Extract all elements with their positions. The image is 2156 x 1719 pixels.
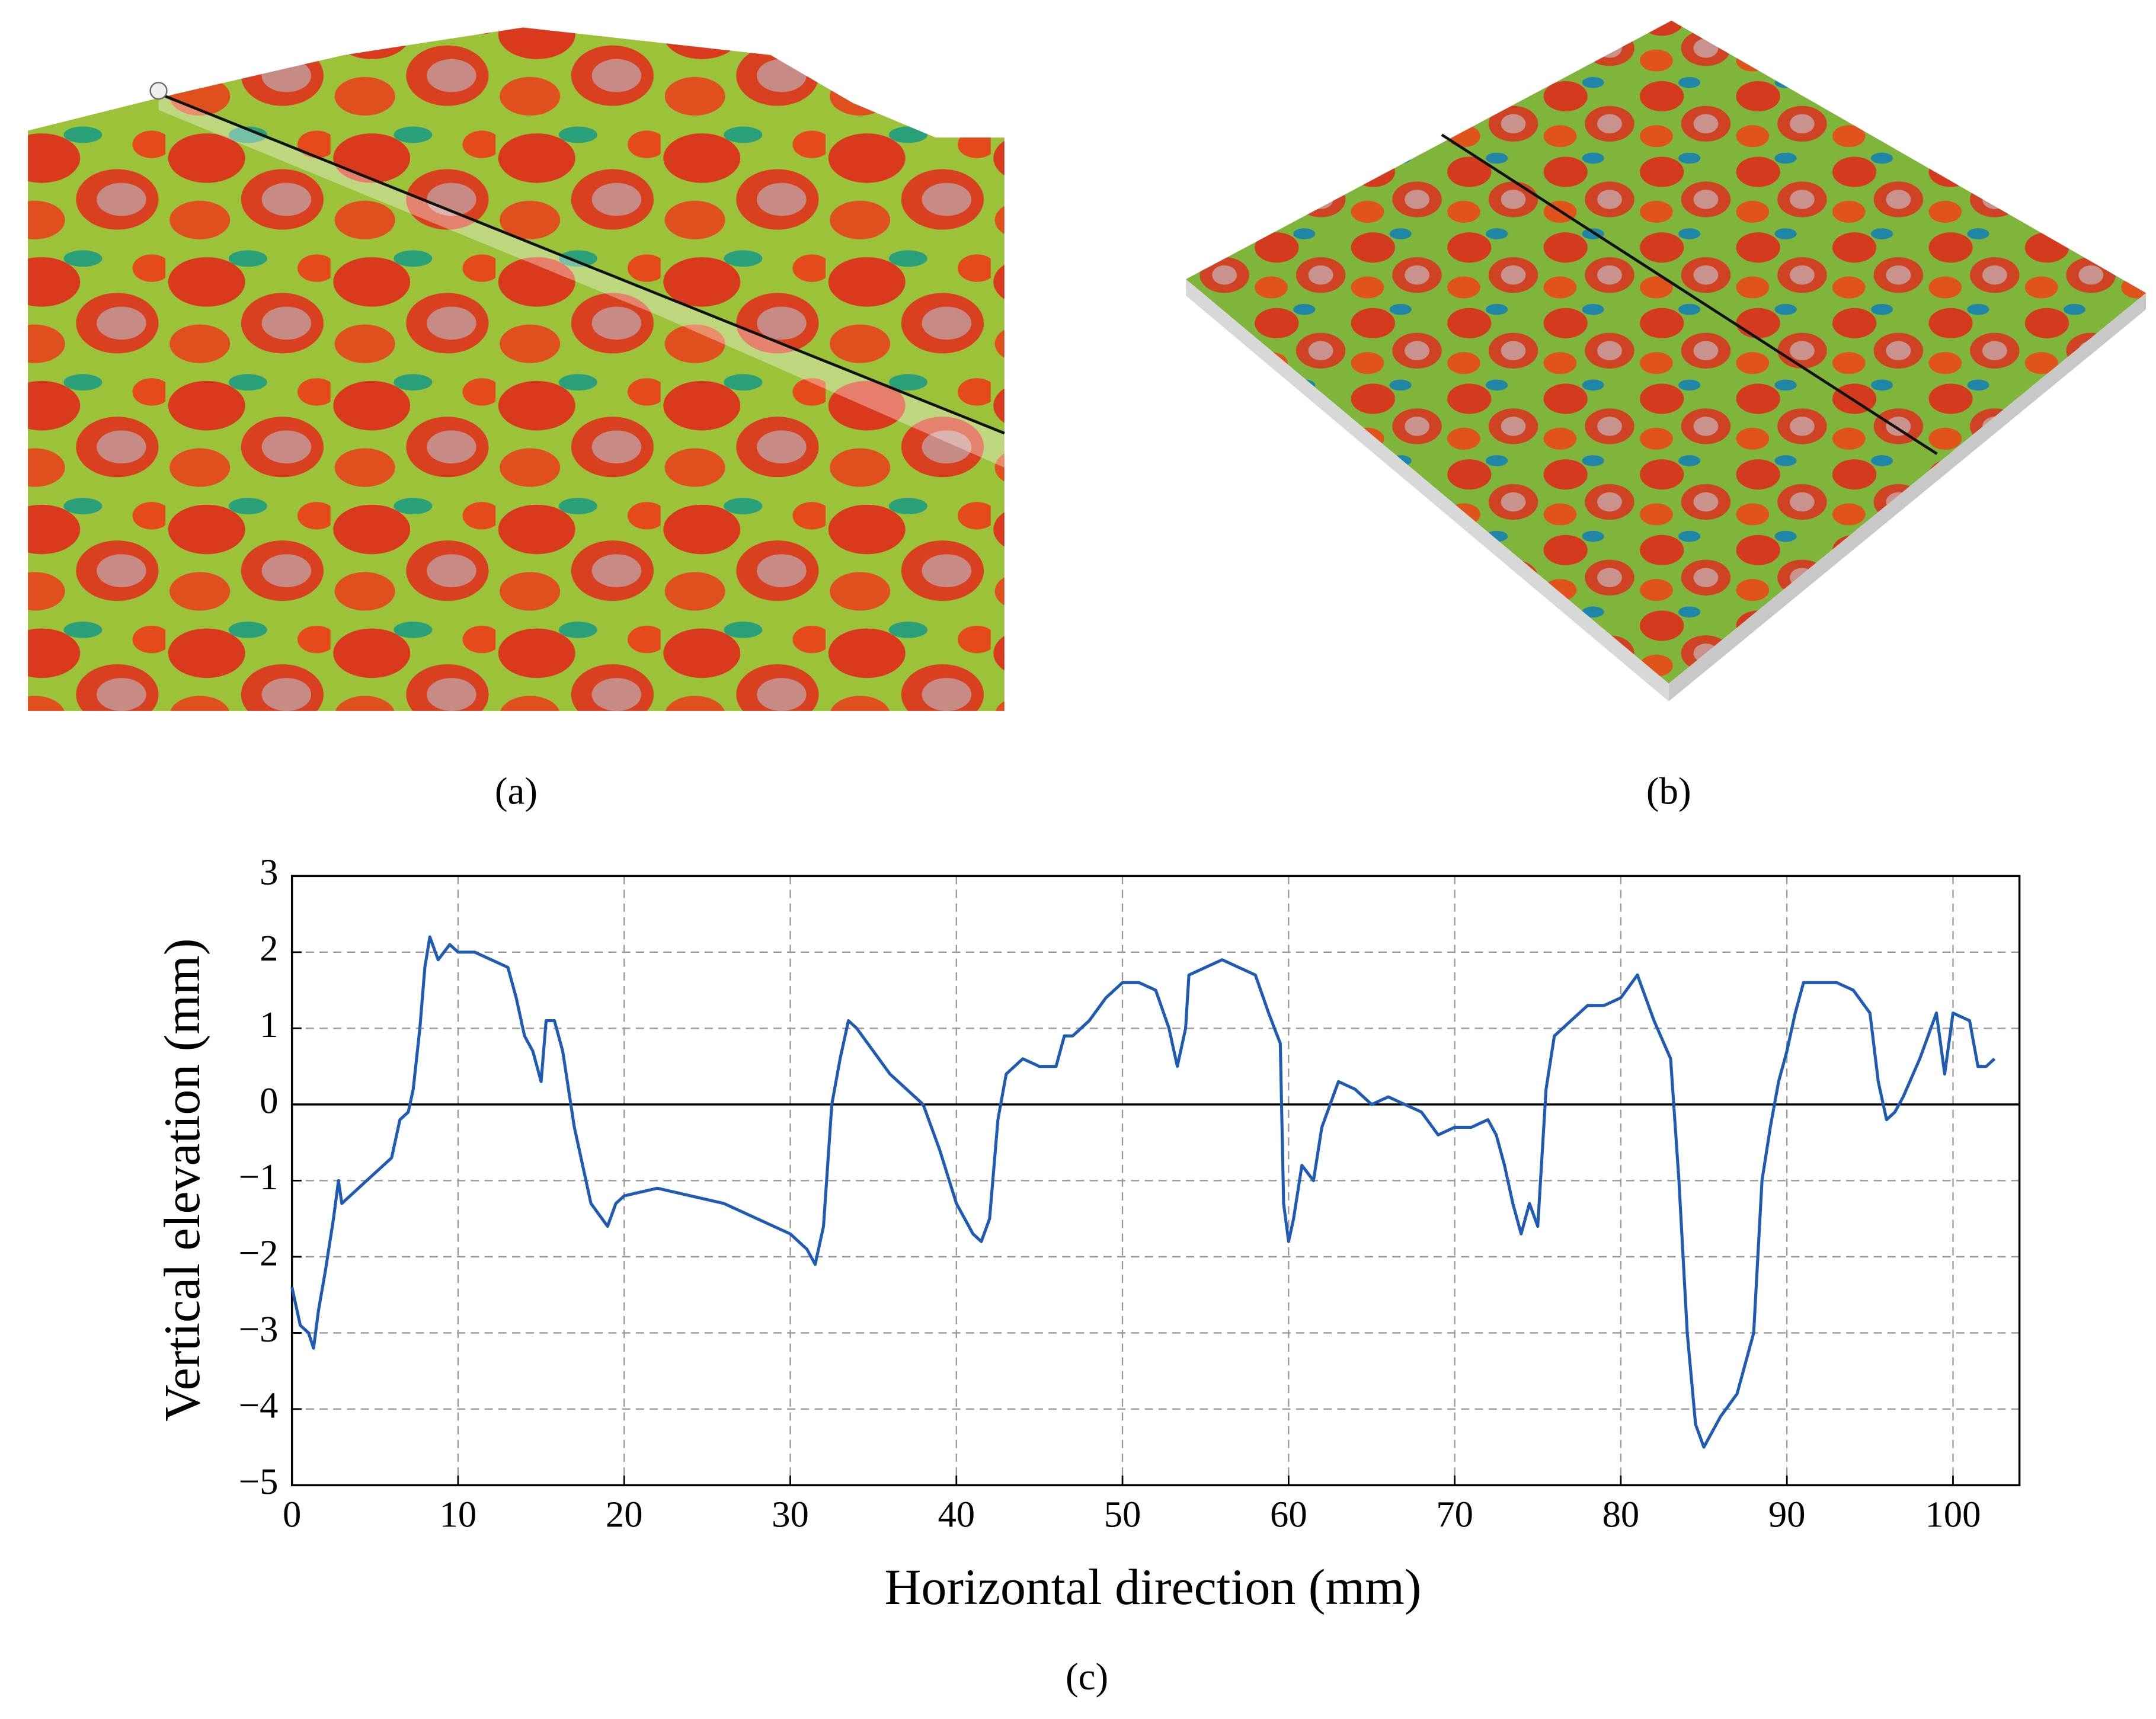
surface-image-b xyxy=(1186,20,2147,702)
y-axis-title: Vertical elevation (mm) xyxy=(153,939,210,1422)
x-tick-label: 90 xyxy=(1768,1494,1806,1535)
y-tick-label: 2 xyxy=(260,927,278,969)
panel-label: (a) xyxy=(495,770,538,812)
x-tick-label: 20 xyxy=(606,1494,643,1535)
x-tick-label: 40 xyxy=(938,1494,975,1535)
x-tick-label: 70 xyxy=(1436,1494,1473,1535)
y-tick-label: −3 xyxy=(239,1308,279,1350)
profile-line xyxy=(290,935,1996,1449)
y-tick-label: −5 xyxy=(239,1461,279,1502)
x-axis-title: Horizontal direction (mm) xyxy=(884,1558,1421,1615)
surface-image-a xyxy=(28,27,1005,711)
x-tick-label: 10 xyxy=(440,1494,477,1535)
panel-label: (b) xyxy=(1646,770,1691,812)
x-tick-label: 60 xyxy=(1270,1494,1307,1535)
x-tick-label: 30 xyxy=(772,1494,809,1535)
x-tick-label: 50 xyxy=(1104,1494,1141,1535)
y-tick-label: 3 xyxy=(260,852,278,893)
y-tick-label: −2 xyxy=(239,1232,279,1273)
x-tick-label: 0 xyxy=(283,1494,301,1535)
x-tick-label: 80 xyxy=(1602,1494,1640,1535)
y-tick-label: 1 xyxy=(260,1004,278,1045)
y-tick-label: −4 xyxy=(239,1384,279,1426)
y-tick-label: −1 xyxy=(239,1156,279,1198)
y-tick-label: 0 xyxy=(260,1080,278,1121)
panel-label: (c) xyxy=(1066,1656,1108,1698)
x-tick-label: 100 xyxy=(1925,1494,1981,1535)
plot-frame xyxy=(290,875,2021,1487)
